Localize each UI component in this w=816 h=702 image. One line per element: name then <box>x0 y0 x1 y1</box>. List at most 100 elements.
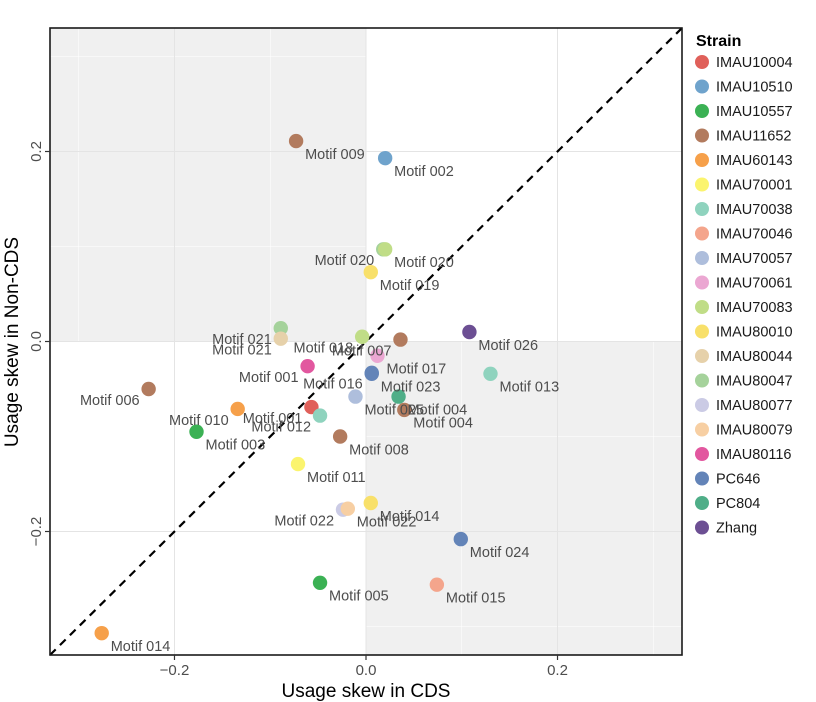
legend-label: IMAU70061 <box>716 276 793 292</box>
legend-key-IMAU10557 <box>695 104 709 118</box>
legend-label: PC804 <box>716 496 760 512</box>
point-IMAU70057 <box>348 389 363 404</box>
point-PC804 <box>391 389 406 404</box>
shaded-quadrant-lower-right <box>366 341 682 655</box>
grid-lines <box>50 28 682 655</box>
legend-key-Zhang <box>695 520 709 535</box>
point-label: Motif 022 <box>274 513 334 529</box>
legend-label: IMAU80116 <box>716 447 792 463</box>
point-IMAU11652 <box>141 381 156 397</box>
point-label: Motif 015 <box>446 591 506 607</box>
legend-label: IMAU60143 <box>716 153 793 169</box>
point-IMAU70001 <box>290 456 306 472</box>
point-IMAU70061 <box>370 348 385 363</box>
x-tick-label: −0.2 <box>160 662 190 679</box>
point-label: Motif 002 <box>394 164 454 180</box>
point-label: Motif 018 <box>294 341 354 357</box>
point-IMAU10557 <box>312 575 328 590</box>
y-tick-label: 0.0 <box>28 331 45 352</box>
legend-title: Strain <box>696 33 741 50</box>
legend-label: IMAU10510 <box>716 80 793 96</box>
point-label: Motif 006 <box>80 393 140 409</box>
point-label: Motif 020 <box>394 255 454 271</box>
legend-key-IMAU10510 <box>695 79 709 94</box>
x-tick-label: 0.2 <box>547 662 568 679</box>
legend-label: IMAU80047 <box>716 374 793 390</box>
legend: Strain IMAU10004 IMAU10510 IMAU10557 IMAU11… <box>695 33 793 537</box>
x-axis-title: Usage skew in CDS <box>282 681 451 702</box>
legend-label: IMAU70046 <box>716 227 793 243</box>
legend-label: IMAU80010 <box>716 325 793 341</box>
legend-key-IMAU70001 <box>695 177 709 192</box>
legend-key-IMAU80116 <box>695 447 709 461</box>
point-label: Motif 011 <box>307 470 366 486</box>
legend-label: IMAU80079 <box>716 423 793 439</box>
point-label: Motif 003 <box>206 438 266 454</box>
y-axis-ticks: −0.2 0.0 0.2 <box>28 141 50 546</box>
legend-key-IMAU70038 <box>695 202 709 216</box>
point-IMAU11652 <box>397 402 412 418</box>
legend-key-IMAU11652 <box>695 128 709 143</box>
legend-key-IMAU80077 <box>695 398 709 412</box>
point-label: Motif 026 <box>478 338 538 354</box>
legend-key-IMAU80079 <box>695 422 709 437</box>
point-IMAU80116 <box>300 359 315 374</box>
point-IMAU60143 <box>230 401 245 417</box>
point-IMAU70083 <box>354 329 370 344</box>
point-IMAU11652 <box>332 429 348 444</box>
legend-key-IMAU70083 <box>695 300 709 314</box>
point-label: Motif 005 <box>329 589 389 605</box>
point-label: Motif 012 <box>251 419 311 435</box>
point-label: Motif 021 <box>212 332 272 348</box>
point-label: Motif 010 <box>169 413 229 429</box>
point-label: Motif 019 <box>380 278 440 294</box>
point-label: Motif 013 <box>499 380 559 396</box>
legend-key-IMAU80047 <box>695 373 709 388</box>
point-label: Motif 008 <box>349 442 409 458</box>
y-tick-label: 0.2 <box>28 141 45 162</box>
point-IMAU70038 <box>312 408 328 423</box>
legend-key-IMAU70046 <box>695 226 709 241</box>
point-label: Motif 022 <box>357 515 417 531</box>
point-label: Motif 007 <box>332 343 392 359</box>
point-IMAU70083 <box>377 242 393 257</box>
point-label: Motif 016 <box>303 377 363 393</box>
point-IMAU10557 <box>189 424 204 439</box>
legend-key-PC646 <box>695 471 709 486</box>
legend-key-IMAU70057 <box>695 251 709 265</box>
point-IMAU11652 <box>288 133 304 149</box>
y-axis-title: Usage skew in Non-CDS <box>2 237 23 447</box>
point-PC646 <box>453 531 468 547</box>
legend-key-IMAU10004 <box>695 55 709 69</box>
y-tick-label: −0.2 <box>28 517 45 547</box>
point-IMAU60143 <box>94 625 109 641</box>
legend-key-IMAU70061 <box>695 275 709 290</box>
legend-label: IMAU10004 <box>716 55 793 71</box>
point-IMAU70046 <box>429 577 445 592</box>
point-IMAU70038 <box>483 366 498 381</box>
legend-label: IMAU70001 <box>716 178 793 194</box>
point-IMAU80010 <box>363 264 378 280</box>
point-PC646 <box>364 366 379 381</box>
point-label: Motif 014 <box>380 509 440 525</box>
point-label: Motif 014 <box>111 639 171 655</box>
legend-label: Zhang <box>716 521 757 537</box>
point-label: Motif 001 <box>243 411 303 427</box>
point-label: Motif 009 <box>305 147 365 163</box>
legend-label: IMAU80044 <box>716 349 793 365</box>
point-IMAU80079 <box>340 501 356 516</box>
point-label: Motif 023 <box>381 380 441 396</box>
point-label: Motif 025 <box>364 402 424 418</box>
point-label: Motif 017 <box>386 362 446 378</box>
point-label: Motif 020 <box>315 253 375 269</box>
legend-label: PC646 <box>716 472 760 488</box>
point-IMAU11652 <box>393 332 408 347</box>
point-Zhang <box>462 324 477 340</box>
legend-label: IMAU80077 <box>716 398 793 414</box>
legend-label: IMAU70083 <box>716 300 793 316</box>
point-IMAU80047 <box>273 321 288 336</box>
point-label: Motif 001 <box>239 370 299 386</box>
legend-key-PC804 <box>695 496 709 510</box>
legend-label: IMAU70057 <box>716 251 793 267</box>
